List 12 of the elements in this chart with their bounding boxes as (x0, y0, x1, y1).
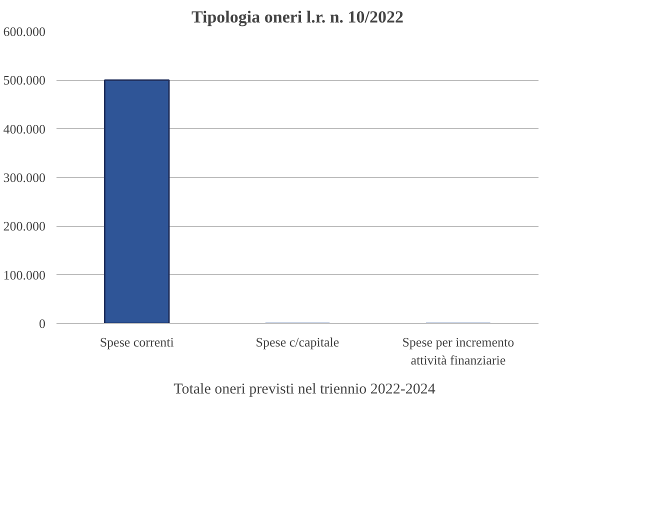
y-tick-label: 100.000 (3, 267, 46, 282)
y-tick-label: 0 (39, 316, 46, 331)
y-tick-label: 300.000 (3, 170, 46, 185)
x-tick-label: Spese correnti (100, 334, 174, 350)
x-tick-label: Spese c/capitale (256, 334, 340, 350)
y-tick-label: 200.000 (3, 218, 46, 234)
y-tick-label: 500.000 (3, 72, 46, 88)
y-tick-label: 600.000 (3, 24, 46, 39)
chart-title: Tipologia oneri l.r. n. 10/2022 (191, 8, 404, 26)
text: Totale oneri previsti nel triennio 2022-2024 (174, 382, 436, 398)
x-tick-label: Spese per incremento attività finanziarie (402, 334, 514, 368)
y-tick-label: 400.000 (3, 121, 46, 136)
